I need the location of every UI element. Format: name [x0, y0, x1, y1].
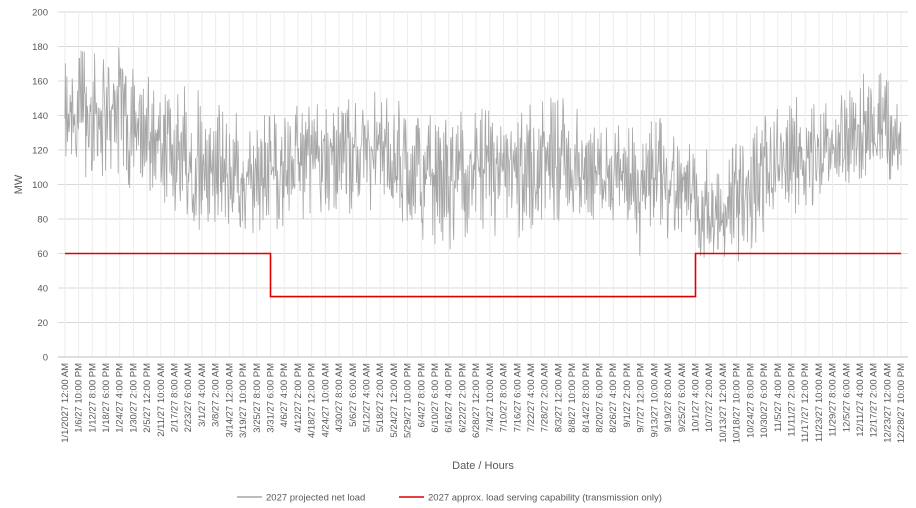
y-tick-label: 140 — [32, 111, 48, 122]
x-tick-label: 10/18/27 10:00 PM — [732, 363, 743, 443]
x-tick-label: 11/11/27 2:00 PM — [786, 363, 797, 437]
x-tick-label: 2/5/27 12:00 PM — [142, 363, 153, 433]
x-tick-label: 2/17/27 8:00 AM — [170, 363, 181, 432]
capability-series — [64, 252, 902, 298]
x-tick-label: 9/7/27 12:00 PM — [636, 363, 647, 433]
x-tick-label: 5/18/27 2:00 AM — [375, 363, 386, 432]
x-tick-label: 5/24/27 12:00 AM — [389, 363, 400, 438]
x-tick-label: 5/12/27 4:00 AM — [361, 363, 372, 432]
x-tick-label: 6/4/27 8:00 PM — [416, 363, 427, 428]
y-tick-label: 60 — [37, 249, 48, 260]
y-tick-label: 20 — [37, 318, 48, 329]
x-tick-label: 12/28/27 10:00 PM — [896, 363, 907, 443]
x-tick-label: 10/13/27 12:00 AM — [718, 363, 729, 443]
x-tick-label: 4/12/27 2:00 PM — [293, 363, 304, 433]
x-tick-label: 12/5/27 6:00 AM — [841, 363, 852, 432]
y-tick-label: 120 — [32, 146, 48, 157]
x-tick-label: 4/24/27 10:00 AM — [320, 363, 331, 438]
capability-line — [64, 252, 902, 298]
x-tick-label: 8/3/27 12:00 AM — [553, 363, 564, 432]
x-tick-label: 8/8/27 10:00 PM — [567, 363, 578, 433]
x-tick-label: 3/1/27 4:00 AM — [197, 363, 208, 427]
x-tick-label: 10/1/27 4:00 AM — [691, 363, 702, 432]
x-tick-label: 11/29/27 8:00 AM — [828, 363, 839, 437]
x-tick-label: 9/25/27 6:00 AM — [677, 363, 688, 432]
x-tick-label: 1/6/27 10:00 PM — [74, 363, 85, 433]
x-tick-label: 6/22/27 2:00 PM — [457, 363, 468, 433]
y-tick-label: 80 — [37, 215, 48, 226]
x-tick-label: 6/28/27 12:00 PM — [471, 363, 482, 438]
y-tick-label: 160 — [32, 77, 48, 88]
x-tick-label: 7/22/27 4:00 AM — [526, 363, 537, 432]
x-tick-label: 10/30/27 6:00 PM — [759, 363, 770, 438]
net-load-series — [64, 47, 902, 262]
y-tick-label: 0 — [43, 353, 48, 364]
x-tick-label: 1/24/27 4:00 PM — [115, 363, 126, 433]
legend: 2027 projected net load 2027 approx. load… — [237, 493, 662, 504]
x-tick-label: 3/25/27 8:00 PM — [252, 363, 263, 433]
x-tick-label: 1/18/27 6:00 PM — [101, 363, 112, 433]
x-tick-label: 5/29/27 10:00 PM — [403, 363, 414, 438]
x-axis-title: Date / Hours — [452, 460, 514, 472]
x-tick-label: 6/10/27 6:00 PM — [430, 363, 441, 433]
x-tick-label: 9/1/27 2:00 PM — [622, 363, 633, 428]
y-tick-label: 100 — [32, 180, 48, 191]
x-tick-label: 10/24/27 8:00 PM — [745, 363, 756, 438]
legend-label-net-load: 2027 projected net load — [266, 493, 365, 504]
y-axis-tick-labels: 0 20 40 60 80 100 120 140 160 180 200 — [32, 8, 48, 364]
x-tick-label: 9/19/27 8:00 AM — [663, 363, 674, 432]
x-tick-label: 5/6/27 6:00 AM — [348, 363, 359, 427]
x-tick-label: 2/11/27 10:00 AM — [156, 363, 167, 437]
x-tick-label: 11/23/27 10:00 AM — [814, 363, 825, 442]
x-tick-label: 11/5/27 4:00 PM — [773, 363, 784, 432]
x-tick-label: 8/26/27 4:00 PM — [608, 363, 619, 433]
x-tick-label: 7/10/27 8:00 AM — [499, 363, 510, 432]
x-tick-label: 3/31/27 6:00 PM — [266, 363, 277, 433]
x-tick-label: 12/11/27 4:00 AM — [855, 363, 866, 437]
x-tick-label: 10/7/27 2:00 AM — [704, 363, 715, 432]
y-tick-label: 40 — [37, 284, 48, 295]
x-tick-label: 4/6/27 4:00 PM — [279, 363, 290, 428]
x-tick-label: 8/20/27 6:00 PM — [595, 363, 606, 433]
x-tick-label: 11/17/27 12:00 PM — [800, 363, 811, 443]
x-tick-label: 3/14/27 12:00 AM — [224, 363, 235, 438]
x-tick-label: 9/13/27 10:00 AM — [649, 363, 660, 438]
x-tick-label: 4/30/27 8:00 AM — [334, 363, 345, 432]
x-tick-label: 8/14/27 8:00 PM — [581, 363, 592, 433]
x-tick-label: 6/16/27 4:00 PM — [444, 363, 455, 433]
x-tick-label: 7/16/27 6:00 AM — [512, 363, 523, 432]
x-tick-label: 7/28/27 2:00 AM — [540, 363, 551, 432]
x-tick-label: 3/8/27 2:00 AM — [211, 363, 222, 427]
y-axis-title: MW — [13, 174, 25, 194]
y-tick-label: 200 — [32, 8, 48, 19]
legend-label-capability: 2027 approx. load serving capability (tr… — [428, 493, 662, 504]
x-tick-label: 1/1/2027 12:00 AM — [60, 363, 71, 443]
x-tick-label: 3/19/27 10:00 PM — [238, 363, 249, 438]
x-axis-tick-labels: 1/1/2027 12:00 AM 1/6/27 10:00 PM 1/12/27 … — [60, 363, 907, 443]
net-load-line — [64, 47, 902, 262]
x-tick-label: 12/17/27 2:00 AM — [869, 363, 880, 438]
x-tick-label: 1/12/27 8:00 PM — [87, 363, 98, 433]
x-tick-label: 7/4/27 10:00 AM — [485, 363, 496, 432]
x-tick-label: 2/23/27 6:00 AM — [183, 363, 194, 432]
x-tick-label: 1/30/27 2:00 PM — [128, 363, 139, 433]
x-tick-label: 4/18/27 12:00 PM — [307, 363, 318, 438]
x-tick-label: 12/23/27 12:00 AM — [882, 363, 893, 443]
y-tick-label: 180 — [32, 42, 48, 53]
